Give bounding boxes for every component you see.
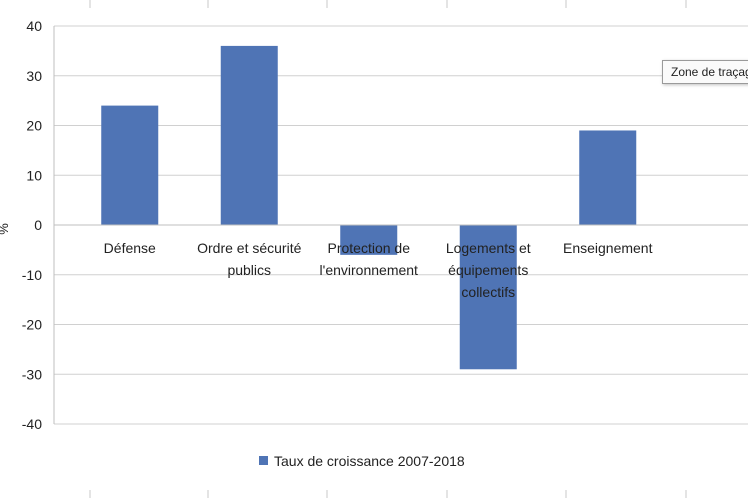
bar — [340, 225, 398, 255]
x-tick-label: publics — [227, 262, 271, 278]
bar — [101, 105, 159, 225]
y-tick-label: -10 — [22, 267, 42, 283]
y-tick-label: 0 — [34, 217, 42, 233]
legend-swatch — [259, 456, 268, 465]
x-tick-label: Ordre et sécurité — [197, 240, 301, 256]
y-tick-label: 30 — [26, 68, 42, 84]
bar — [579, 130, 637, 225]
y-tick-label: -30 — [22, 366, 42, 382]
chart-area-tooltip: Zone de traçage — [662, 60, 748, 84]
y-tick-label: 40 — [26, 18, 42, 34]
y-tick-label: -40 — [22, 416, 42, 432]
legend-label: Taux de croissance 2007-2018 — [274, 453, 465, 469]
y-tick-label: 10 — [26, 167, 42, 183]
x-tick-label: Logements et — [446, 240, 531, 256]
bar — [220, 45, 278, 226]
bar — [459, 225, 517, 370]
x-tick-label: Défense — [104, 240, 156, 256]
y-tick-label: 20 — [26, 118, 42, 134]
x-tick-label: collectifs — [461, 284, 515, 300]
x-tick-label: l'environnement — [320, 262, 419, 278]
x-tick-label: Protection de — [328, 240, 411, 256]
y-axis-label: % — [0, 223, 11, 235]
x-tick-label: Enseignement — [563, 240, 653, 256]
y-tick-label: -20 — [22, 317, 42, 333]
x-tick-label: équipements — [448, 262, 528, 278]
